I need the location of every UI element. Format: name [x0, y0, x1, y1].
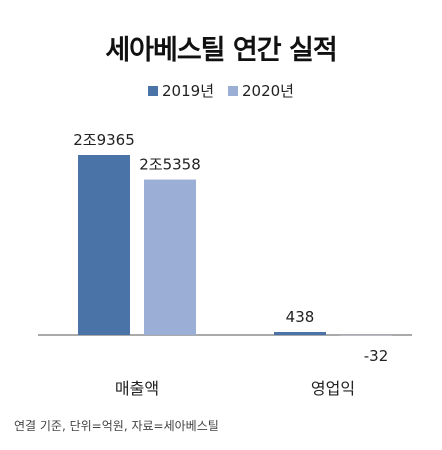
legend-label-2020: 2020년	[242, 82, 294, 100]
bar-매출액-2020년	[144, 179, 196, 335]
data-label-영업익-2019년: 438	[286, 308, 315, 326]
x-tick-label-매출액: 매출액	[115, 379, 159, 398]
chart-legend: 2019년 2020년	[0, 80, 442, 101]
footnote: 연결 기준, 단위=억원, 자료=세아베스틸	[14, 419, 219, 433]
data-label-매출액-2020년: 2조5358	[139, 156, 201, 174]
legend-item-2019: 2019년	[148, 80, 214, 101]
legend-swatch-2020	[228, 85, 238, 96]
bar-영업익-2019년	[274, 332, 326, 335]
legend-item-2020: 2020년	[228, 80, 294, 101]
legend-label-2019: 2019년	[162, 82, 214, 100]
x-tick-label-영업익: 영업익	[311, 379, 355, 398]
bar-매출액-2019년	[78, 155, 130, 335]
data-label-매출액-2019년: 2조9365	[73, 131, 135, 149]
data-label-영업익-2020년: -32	[364, 347, 389, 365]
chart-title: 세아베스틸 연간 실적	[105, 35, 337, 66]
legend-swatch-2019	[148, 85, 159, 96]
